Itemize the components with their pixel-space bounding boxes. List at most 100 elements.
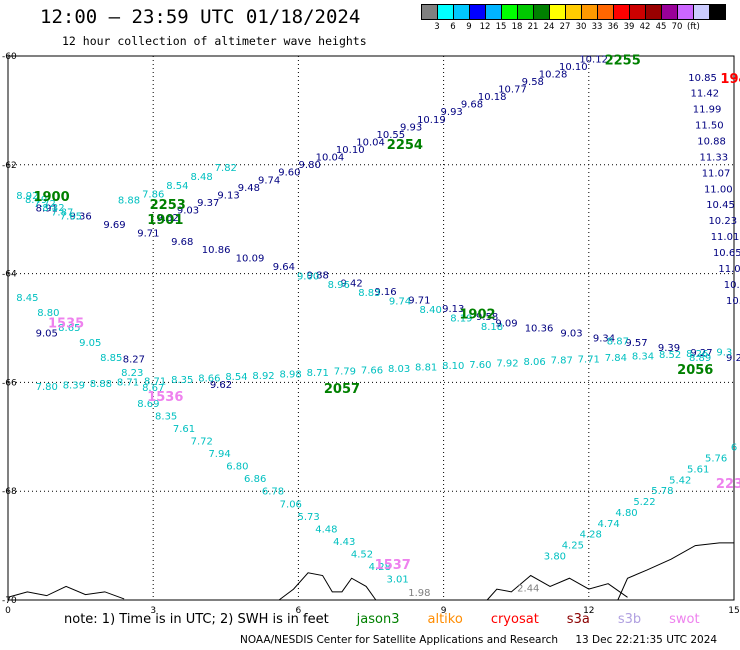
- swh-value: 9.71: [408, 295, 430, 306]
- swh-value: 9.57: [625, 338, 647, 349]
- pass-time-label: 1901: [147, 213, 183, 228]
- swh-value: 11.33: [699, 152, 728, 163]
- swh-value: 8.71: [144, 376, 166, 387]
- swh-value: 5.22: [633, 497, 655, 508]
- swh-value: 8.49: [25, 195, 47, 206]
- note-line: note: 1) Time is in UTC; 2) SWH is in fe…: [64, 612, 700, 627]
- pass-time-label: 1537: [375, 558, 411, 573]
- swh-value: 10.18: [478, 92, 507, 103]
- swh-value: 7.80: [36, 382, 58, 393]
- swh-value: 10.04: [356, 137, 385, 148]
- swh-value: 10.10: [559, 62, 588, 73]
- swh-value: 10.77: [498, 85, 527, 96]
- swh-value: 8.65: [58, 323, 80, 334]
- swh-value: 10.09: [236, 254, 265, 265]
- swh-value: 8.67: [142, 383, 164, 394]
- swh-value: 10.28: [539, 69, 568, 80]
- swh-value: 8.88: [90, 379, 112, 390]
- swh-value: 7.66: [361, 365, 383, 376]
- swh-value: 9.68: [171, 237, 193, 248]
- swh-value: 9.93: [441, 107, 463, 118]
- swh-value: 8.92: [252, 371, 274, 382]
- swh-value: 11.07: [702, 168, 731, 179]
- colorbar-tick: 70: [671, 22, 683, 32]
- swh-value: 4.48: [315, 524, 337, 535]
- swh-value: 5.78: [651, 486, 673, 497]
- swh-value: 9.62: [210, 380, 232, 391]
- swh-value: 7.84: [605, 353, 627, 364]
- swh-value: 9.62: [157, 213, 179, 224]
- colorbar-tick: 12: [479, 22, 491, 32]
- swh-value: 8.06: [523, 357, 545, 368]
- satellite-legend-swot: swot: [669, 612, 700, 627]
- colorbar-tick: 39: [623, 22, 635, 32]
- swh-value: 9.00: [297, 271, 319, 282]
- swh-value: 11.42: [690, 89, 719, 100]
- swh-value: 10.86: [202, 245, 231, 256]
- swh-value: 7.65: [60, 211, 82, 222]
- swh-value: 8.87: [607, 337, 629, 348]
- swh-value: 10.12: [579, 54, 608, 65]
- footer: NOAA/NESDIS Center for Satellite Applica…: [240, 634, 717, 646]
- swh-value: 8.66: [198, 374, 220, 385]
- swh-value: 9.2: [726, 353, 740, 364]
- y-tick-label: -64: [2, 270, 17, 280]
- swh-value: 9.16: [374, 287, 396, 298]
- swh-value: 7.71: [578, 354, 600, 365]
- swh-value: 8.89: [689, 353, 711, 364]
- swh-value: 11.99: [693, 105, 722, 116]
- swh-value: 8.83: [358, 288, 380, 299]
- swh-value: 8.26: [686, 349, 708, 360]
- swh-value: 9.58: [522, 77, 544, 88]
- page-title: 12:00 — 23:59 UTC 01/18/2024: [40, 6, 361, 28]
- x-tick-label: 3: [150, 606, 156, 616]
- pass-time-label: 2253: [150, 198, 186, 213]
- swh-value: 8.96: [328, 280, 350, 291]
- colorbar-tick: 15: [495, 22, 507, 32]
- swh-value: 7.86: [142, 190, 164, 201]
- swh-value: 10.45: [706, 200, 735, 211]
- satellite-legend-jason3: jason3: [356, 612, 400, 627]
- swh-value: 9.03: [560, 328, 582, 339]
- x-tick-label: 9: [441, 606, 447, 616]
- swh-value: 9.71: [137, 228, 159, 239]
- satellite-legend-s3a: s3a: [566, 612, 590, 627]
- swh-value: 4.80: [615, 508, 637, 519]
- swh-value: 8.92: [16, 191, 38, 202]
- swh-value: 1.98: [408, 588, 430, 599]
- swh-value: 7.06: [280, 499, 302, 510]
- swh-value: 8.48: [190, 172, 212, 183]
- swh-value: 9.93: [400, 122, 422, 133]
- footer-timestamp: 13 Dec 22:21:35 UTC 2024: [575, 634, 718, 646]
- swh-value: 10.85: [688, 73, 717, 84]
- swh-value: 4.28: [580, 530, 602, 541]
- y-tick-label: -70: [2, 596, 17, 606]
- swh-value: 8.80: [37, 308, 59, 319]
- colorbar-tick: 33: [591, 22, 603, 32]
- swh-value: 7.87: [51, 207, 73, 218]
- swh-value: 8.85: [100, 353, 122, 364]
- swh-value: 9.88: [307, 270, 329, 281]
- colorbar-tick: 6: [450, 22, 456, 32]
- swh-value: 10.65: [713, 248, 740, 259]
- x-tick-label: 15: [728, 606, 739, 616]
- swh-value: 4.28: [369, 562, 391, 573]
- swh-value: 10.23: [708, 216, 737, 227]
- swh-value: 9.74: [258, 175, 280, 186]
- y-tick-label: -68: [2, 487, 17, 497]
- swh-value: 8.88: [118, 196, 140, 207]
- swh-value: 8.71: [117, 378, 139, 389]
- coastline-segment: [486, 574, 628, 601]
- swh-value: 10.10: [336, 145, 365, 156]
- swh-value: 10.: [724, 280, 740, 291]
- swh-value: 9.3: [716, 347, 732, 358]
- swh-value: 7.82: [215, 163, 237, 174]
- altimeter-tracks: 9.629.039.379.139.489.749.609.8010.0410.…: [16, 54, 740, 599]
- satellite-legend-altiko: altiko: [427, 612, 463, 627]
- swh-value: 6.86: [244, 474, 266, 485]
- swh-value: 10.04: [316, 153, 345, 164]
- colorbar-tick: 18: [511, 22, 523, 32]
